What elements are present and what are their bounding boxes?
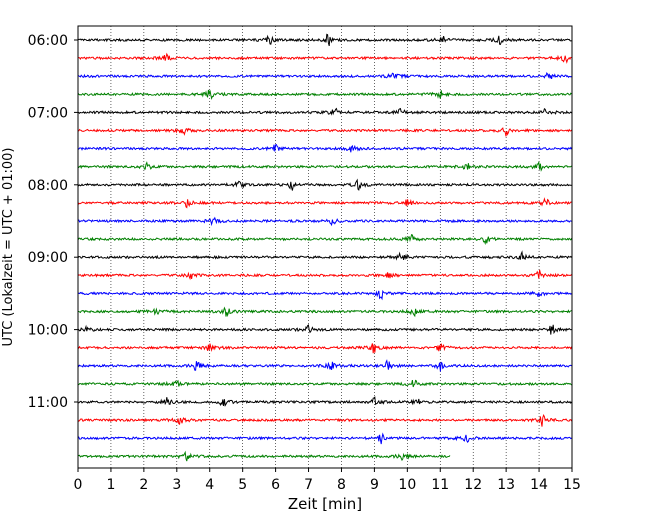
y-tick-label: 11:00 — [28, 395, 68, 411]
trace — [77, 306, 572, 318]
trace — [77, 143, 573, 153]
trace — [77, 379, 572, 388]
trace — [77, 216, 572, 227]
y-tick-label: 09:00 — [28, 250, 68, 266]
x-tick-label: 2 — [139, 477, 148, 493]
trace — [77, 359, 572, 372]
trace — [77, 396, 573, 407]
x-tick-label: 11 — [431, 477, 449, 493]
x-tick-label: 6 — [271, 477, 280, 493]
y-tick-label: 10:00 — [28, 323, 68, 339]
x-tick-label: 7 — [304, 477, 313, 493]
trace — [77, 250, 572, 261]
trace — [77, 414, 573, 427]
x-tick-label: 15 — [563, 477, 581, 493]
y-axis: 06:00 07:00 08:00 09:00 10:00 11:00 — [28, 33, 78, 411]
trace — [77, 269, 572, 281]
plot-frame — [77, 25, 573, 469]
x-tick-label: 14 — [530, 477, 548, 493]
x-tick-label: 0 — [74, 477, 83, 493]
y-axis-label: UTC (Lokalzeit = UTC + 01:00) — [1, 148, 16, 347]
trace — [77, 178, 572, 191]
traces — [77, 33, 573, 462]
x-tick-label: 3 — [172, 477, 181, 493]
trace — [77, 89, 572, 100]
x-tick-label: 5 — [238, 477, 247, 493]
x-axis-label: Zeit [min] — [288, 495, 362, 513]
y-tick-label: 08:00 — [28, 178, 68, 194]
trace — [77, 289, 572, 301]
trace — [77, 197, 572, 209]
trace — [77, 33, 572, 47]
trace — [77, 107, 572, 116]
x-tick-label: 10 — [398, 477, 416, 493]
trace — [77, 160, 572, 172]
trace — [77, 324, 572, 335]
x-tick-label: 1 — [106, 477, 115, 493]
x-tick-label: 4 — [205, 477, 214, 493]
y-tick-label: 06:00 — [28, 33, 68, 49]
trace — [77, 432, 572, 445]
trace — [77, 343, 573, 354]
x-tick-label: 13 — [497, 477, 515, 493]
trace — [77, 450, 451, 462]
x-tick-label: 8 — [337, 477, 346, 493]
x-axis: 0 1 2 3 4 5 6 7 8 9 10 11 12 13 14 15 — [74, 468, 581, 493]
x-tick-label: 12 — [464, 477, 482, 493]
trace — [77, 127, 572, 137]
trace — [77, 71, 572, 80]
y-tick-label: 07:00 — [28, 105, 68, 121]
x-tick-label: 9 — [370, 477, 379, 493]
trace — [77, 234, 573, 246]
trace — [77, 52, 572, 64]
